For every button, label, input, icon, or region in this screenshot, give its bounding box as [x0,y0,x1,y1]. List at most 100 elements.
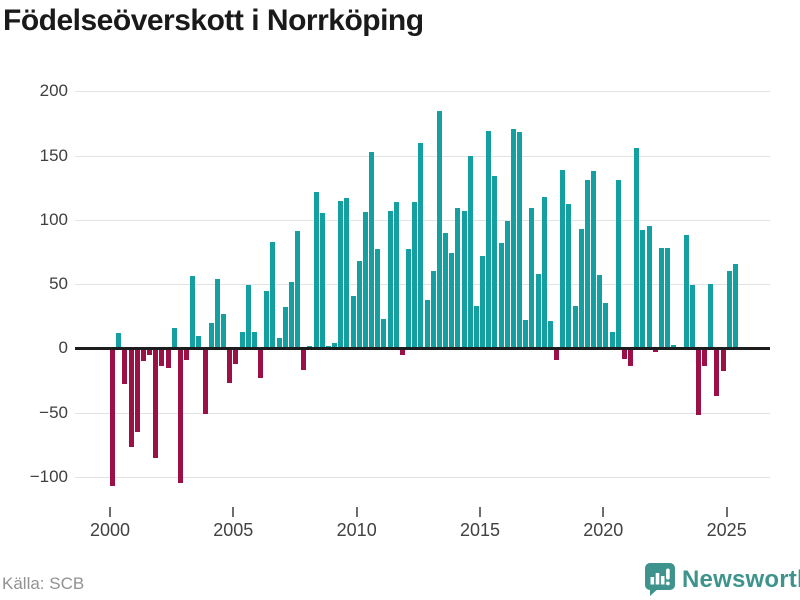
bar[interactable] [572,305,578,349]
bar[interactable] [523,320,529,349]
bar[interactable] [510,128,516,349]
bar[interactable] [128,348,134,448]
bar[interactable] [233,348,239,364]
bar[interactable] [504,221,510,349]
bar[interactable] [609,331,615,349]
bar[interactable] [615,179,621,349]
newsworthy-logo[interactable]: Newsworthy [645,563,800,596]
bar[interactable] [282,307,288,349]
bar[interactable] [214,278,220,349]
bar[interactable] [646,226,652,349]
bar[interactable] [714,348,720,396]
bar[interactable] [430,271,436,349]
bar[interactable] [418,142,424,349]
bar[interactable] [134,348,140,432]
bar[interactable] [393,201,399,349]
bar[interactable] [695,348,701,416]
bar[interactable] [184,348,190,360]
bar[interactable] [658,248,664,349]
bar[interactable] [276,338,282,349]
bar[interactable] [270,241,276,349]
bar[interactable] [369,151,375,349]
bar[interactable] [301,348,307,371]
bar[interactable] [480,255,486,349]
bar[interactable] [153,348,159,458]
bar[interactable] [578,228,584,349]
bar[interactable] [159,348,165,367]
bar[interactable] [628,348,634,367]
bar[interactable] [313,191,319,349]
bar[interactable] [535,273,541,349]
bar[interactable] [245,285,251,349]
bar[interactable] [449,253,455,349]
bar[interactable] [221,313,227,349]
bar[interactable] [344,197,350,349]
bar[interactable] [689,285,695,349]
bar[interactable] [541,196,547,349]
bar[interactable] [683,235,689,349]
bar[interactable] [584,179,590,349]
bar[interactable] [473,305,479,349]
bar[interactable] [116,332,122,349]
bar[interactable] [597,275,603,349]
bar[interactable] [406,249,412,349]
bar[interactable] [356,260,362,349]
bar[interactable] [412,201,418,349]
bar[interactable] [375,249,381,349]
bar[interactable] [387,210,393,349]
bar[interactable] [147,348,153,355]
bar[interactable] [640,230,646,349]
bar[interactable] [381,318,387,349]
bar[interactable] [295,231,301,349]
bar[interactable] [591,170,597,349]
bar[interactable] [665,248,671,349]
bar[interactable] [319,213,325,349]
bar[interactable] [443,232,449,349]
bar[interactable] [621,348,627,359]
bar[interactable] [671,344,677,349]
bar[interactable] [227,348,233,383]
bar[interactable] [726,271,732,349]
bar[interactable] [560,169,566,349]
bar[interactable] [566,204,572,349]
bar[interactable] [720,348,726,372]
bar[interactable] [554,348,560,360]
bar[interactable] [338,200,344,349]
bar[interactable] [467,155,473,349]
bar[interactable] [208,322,214,349]
bar[interactable] [455,208,461,349]
bar[interactable] [239,331,245,349]
bar[interactable] [264,290,270,349]
bar[interactable] [190,276,196,349]
bar[interactable] [708,284,714,349]
bar[interactable] [288,281,294,349]
bar[interactable] [171,327,177,349]
bar[interactable] [251,331,257,349]
bar[interactable] [122,348,128,385]
bar[interactable] [702,348,708,367]
bar[interactable] [547,321,553,349]
bar[interactable] [436,110,442,349]
bar[interactable] [517,132,523,349]
bar[interactable] [362,212,368,349]
bar[interactable] [202,348,208,414]
bar[interactable] [603,303,609,349]
bar[interactable] [350,295,356,349]
bar[interactable] [634,147,640,349]
bar[interactable] [461,210,467,349]
bar[interactable] [140,348,146,362]
bar[interactable] [165,348,171,368]
bar[interactable] [332,343,338,349]
bar[interactable] [492,176,498,349]
bar[interactable] [258,348,264,378]
bar[interactable] [498,242,504,349]
bar[interactable] [399,348,405,355]
bar[interactable] [196,335,202,349]
bar[interactable] [652,348,658,353]
bar[interactable] [529,208,535,349]
bar[interactable] [424,299,430,349]
bar[interactable] [177,348,183,484]
bar[interactable] [110,348,116,486]
bar[interactable] [486,131,492,349]
bar[interactable] [732,263,738,349]
